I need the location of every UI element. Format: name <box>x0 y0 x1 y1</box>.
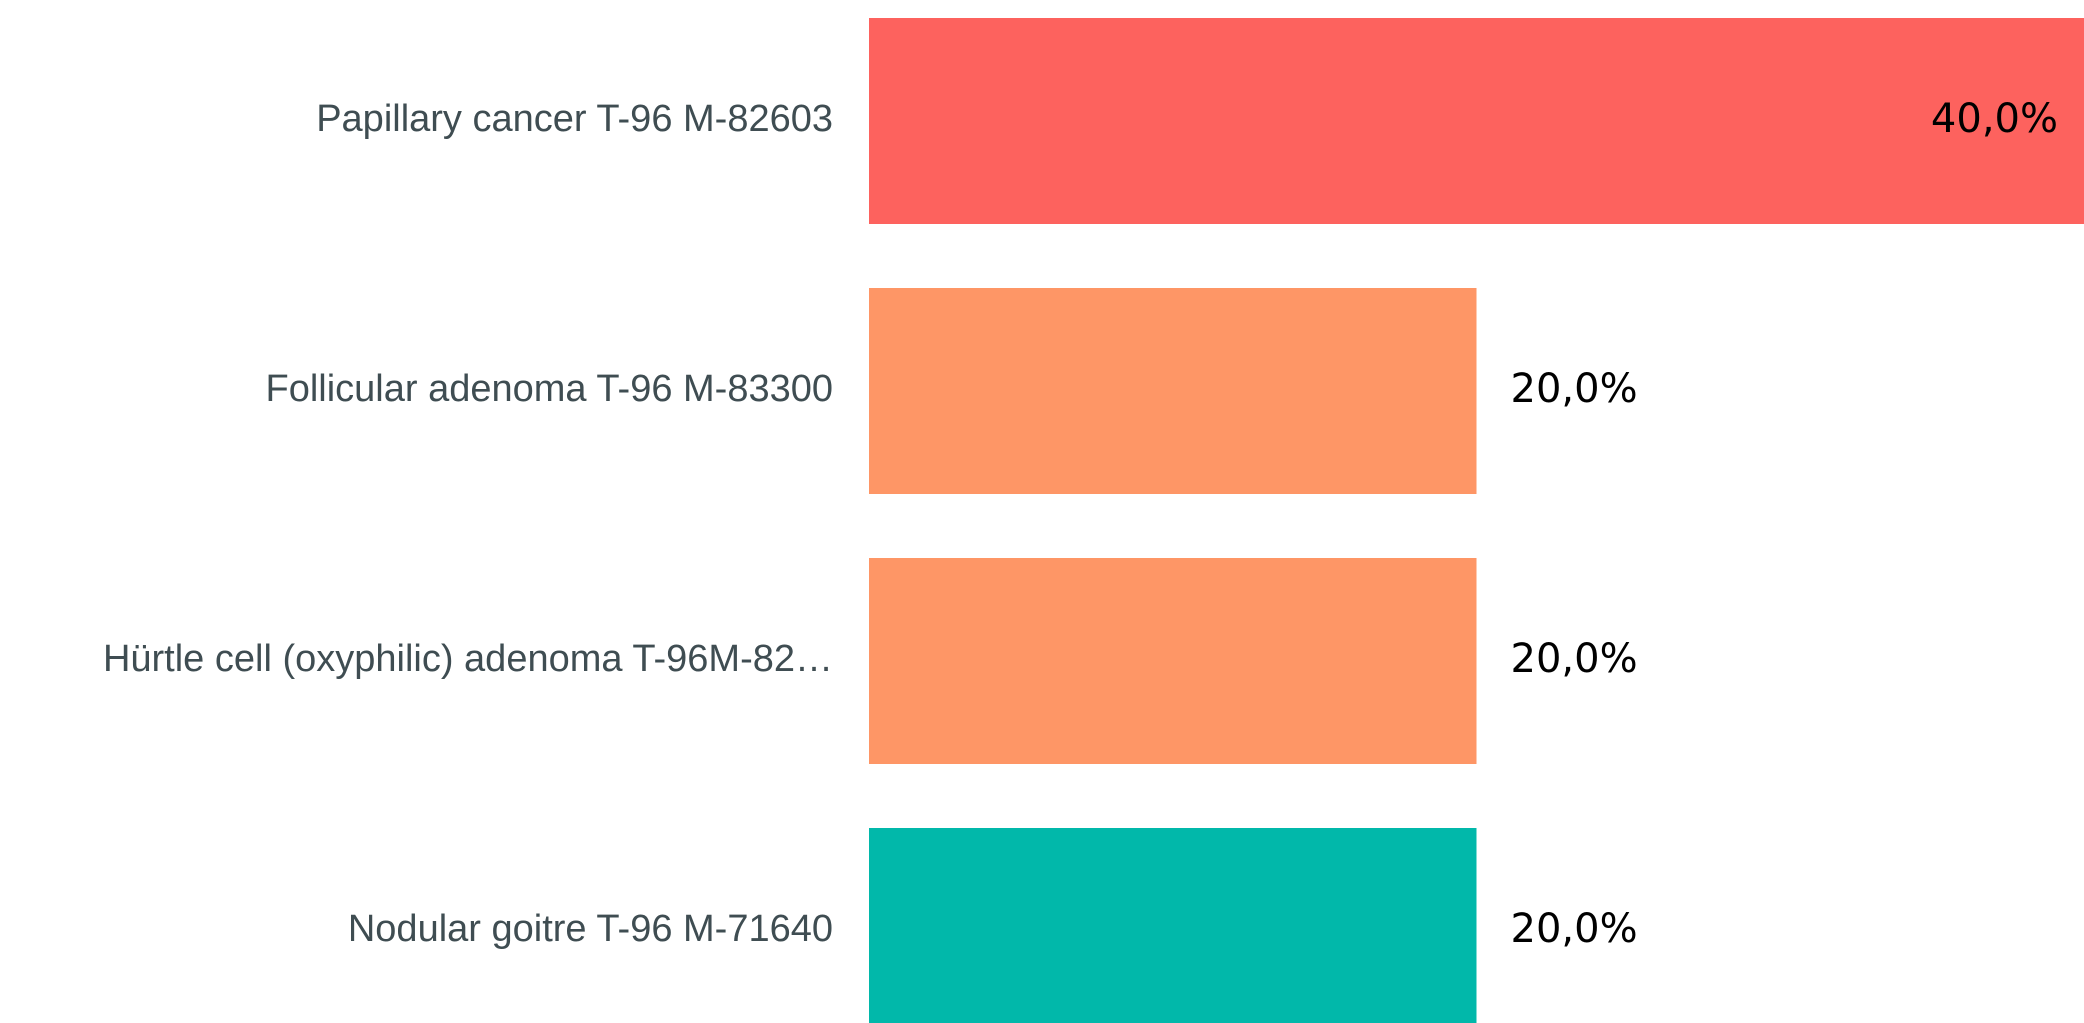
value-label: 40,0% <box>1931 96 2058 142</box>
value-label: 20,0% <box>1511 906 1638 952</box>
value-label: 20,0% <box>1511 636 1638 682</box>
category-label: Follicular adenoma T-96 M-83300 <box>266 368 834 410</box>
bar <box>869 558 1477 764</box>
value-label: 20,0% <box>1511 366 1638 412</box>
bar <box>869 828 1477 1023</box>
category-label: Hürtle cell (oxyphilic) adenoma T-96M-82… <box>103 638 833 680</box>
category-label: Nodular goitre T-96 M-71640 <box>348 908 833 950</box>
bar <box>869 288 1477 494</box>
bar <box>869 18 2084 224</box>
category-label: Papillary cancer T-96 M-82603 <box>316 98 833 140</box>
